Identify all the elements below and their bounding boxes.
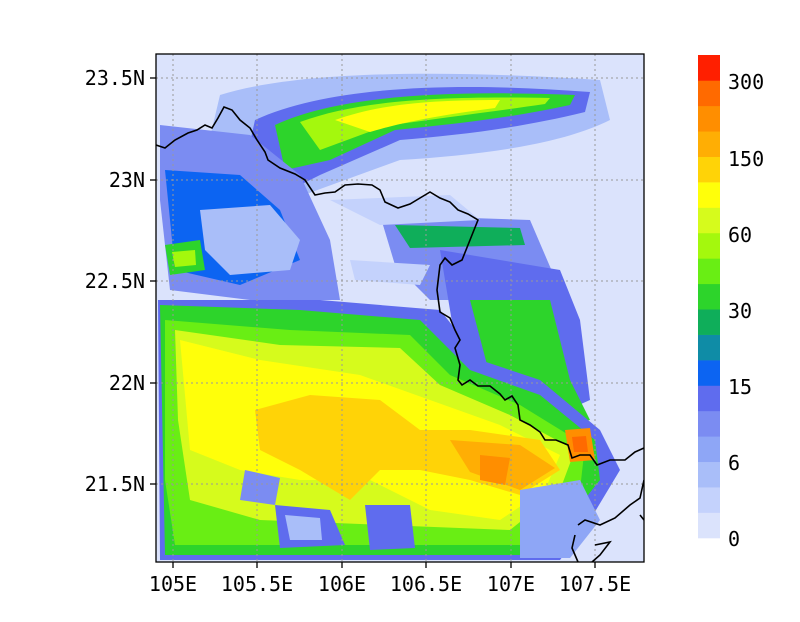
x-tick-label: 105E <box>149 572 197 596</box>
colorbar-swatch <box>698 436 720 463</box>
south-notch-2 <box>365 505 415 550</box>
center-streak-light <box>330 195 480 225</box>
colorbar-label: 0 <box>728 527 740 551</box>
colorbar <box>698 55 720 539</box>
x-tick-label: 105.5E <box>221 572 293 596</box>
colorbar-label: 60 <box>728 223 752 247</box>
coast-islands <box>571 479 644 562</box>
colorbar-label: 300 <box>728 70 764 94</box>
y-tick-label: 22N <box>109 371 145 395</box>
colorbar-swatch <box>698 283 720 310</box>
north-band-yellowgreen <box>300 97 550 150</box>
south-notch-3 <box>240 470 280 505</box>
colorbar-label: 15 <box>728 375 752 399</box>
colorbar-swatch <box>698 487 720 513</box>
colorbar-swatch <box>698 105 720 132</box>
colorbar-swatch <box>698 258 720 285</box>
colorbar-swatch <box>698 232 720 259</box>
center-channel-green <box>395 225 525 248</box>
west-yellowgreen-spot <box>172 250 196 267</box>
y-tick-label: 23.5N <box>85 66 145 90</box>
x-tick-label: 106E <box>318 572 366 596</box>
x-axis <box>172 562 596 568</box>
colorbar-swatch <box>698 410 720 437</box>
colorbar-swatch <box>698 207 720 234</box>
colorbar-swatch <box>698 80 720 107</box>
colorbar-swatch <box>698 385 720 412</box>
x-tick-label: 107E <box>487 572 535 596</box>
colorbar-label: 6 <box>728 451 740 475</box>
x-tick-label: 106.5E <box>390 572 462 596</box>
colorbar-swatch <box>698 156 720 183</box>
colorbar-swatch <box>698 334 720 361</box>
plot-frame <box>155 53 645 563</box>
southeast-hotspot-orange <box>480 455 510 485</box>
colorbar-swatch <box>698 309 720 335</box>
x-tick-label: 107.5E <box>559 572 631 596</box>
colorbar-swatch <box>698 182 720 208</box>
y-tick-label: 23N <box>109 168 145 192</box>
colorbar-swatch <box>698 55 720 81</box>
colorbar-label: 30 <box>728 299 752 323</box>
colorbar-swatch <box>698 461 720 488</box>
colorbar-label: 150 <box>728 147 764 171</box>
colorbar-swatch <box>698 131 720 157</box>
southeast-corner-blue <box>520 480 600 558</box>
country-border <box>156 106 644 466</box>
west-band-light <box>200 205 300 275</box>
coast-hotspot-red <box>572 436 588 452</box>
south-notch-4 <box>285 515 322 540</box>
colorbar-swatch <box>698 360 720 386</box>
y-axis <box>150 77 156 485</box>
y-tick-label: 22.5N <box>85 269 145 293</box>
colorbar-labels: 300 150 60 30 15 6 0 <box>728 70 764 551</box>
precipitation-field <box>156 54 644 562</box>
north-band-yellow <box>335 100 500 132</box>
grid-lines <box>156 54 644 562</box>
center-streak-light-2 <box>350 260 430 285</box>
y-tick-label: 21.5N <box>85 472 145 496</box>
colorbar-swatch <box>698 512 720 539</box>
